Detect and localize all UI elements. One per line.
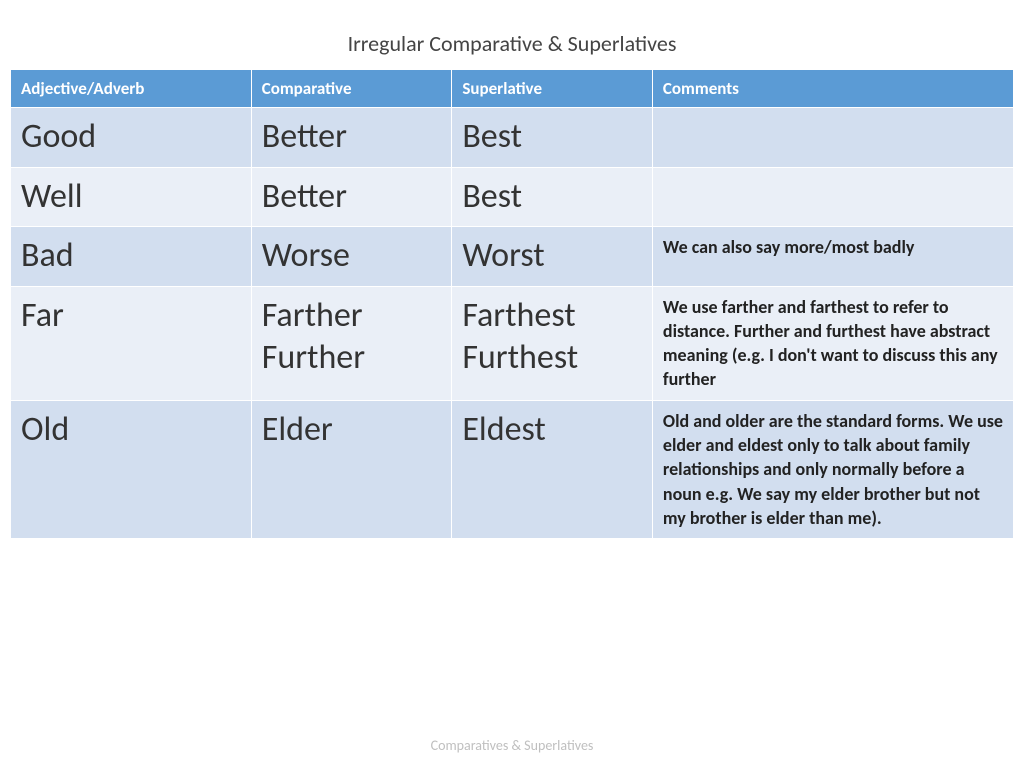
cell-comparative: Elder: [251, 400, 452, 538]
cell-comment: We use farther and farthest to refer to …: [652, 286, 1013, 400]
cell-superlative: Worst: [452, 227, 653, 287]
cell-comparative: Better: [251, 108, 452, 168]
footer-text: Comparatives & Superlatives: [0, 737, 1024, 754]
cell-adjective: Old: [11, 400, 252, 538]
cell-comment: Old and older are the standard forms. We…: [652, 400, 1013, 538]
table-row: Bad Worse Worst We can also say more/mos…: [11, 227, 1014, 287]
cell-adjective: Well: [11, 167, 252, 227]
comparatives-table: Adjective/Adverb Comparative Superlative…: [10, 69, 1014, 539]
table-row: Well Better Best: [11, 167, 1014, 227]
table-row: Far Farther Further Farthest Furthest We…: [11, 286, 1014, 400]
col-header-adjective: Adjective/Adverb: [11, 70, 252, 108]
table-row: Good Better Best: [11, 108, 1014, 168]
table-row: Old Elder Eldest Old and older are the s…: [11, 400, 1014, 538]
col-header-comments: Comments: [652, 70, 1013, 108]
cell-superlative: Farthest Furthest: [452, 286, 653, 400]
cell-comment: [652, 108, 1013, 168]
slide: Irregular Comparative & Superlatives Adj…: [0, 0, 1024, 768]
cell-comparative: Worse: [251, 227, 452, 287]
cell-adjective: Far: [11, 286, 252, 400]
cell-superlative: Eldest: [452, 400, 653, 538]
cell-superlative: Best: [452, 108, 653, 168]
cell-comment: We can also say more/most badly: [652, 227, 1013, 287]
col-header-comparative: Comparative: [251, 70, 452, 108]
table-header-row: Adjective/Adverb Comparative Superlative…: [11, 70, 1014, 108]
cell-comment: [652, 167, 1013, 227]
page-title: Irregular Comparative & Superlatives: [10, 30, 1014, 57]
col-header-superlative: Superlative: [452, 70, 653, 108]
cell-superlative: Best: [452, 167, 653, 227]
cell-comparative: Better: [251, 167, 452, 227]
cell-comparative: Farther Further: [251, 286, 452, 400]
cell-adjective: Bad: [11, 227, 252, 287]
cell-adjective: Good: [11, 108, 252, 168]
